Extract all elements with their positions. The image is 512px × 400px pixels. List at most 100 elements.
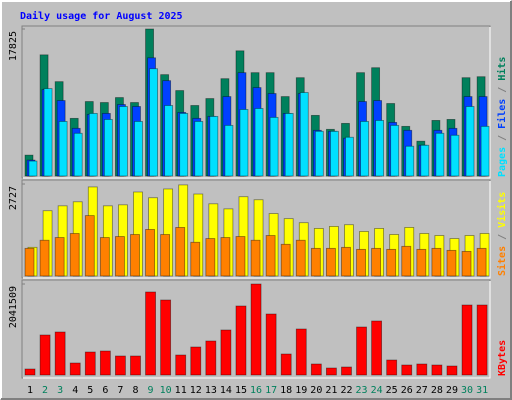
bar <box>84 351 96 376</box>
bar <box>390 124 400 177</box>
bar <box>130 234 140 277</box>
bar <box>145 291 156 376</box>
bar <box>39 239 50 277</box>
x-tick-label: 20 <box>310 385 322 396</box>
bar <box>371 320 383 376</box>
bar <box>115 236 125 277</box>
bar <box>239 109 249 177</box>
x-tick-label: 30 <box>461 385 473 396</box>
bar <box>69 233 80 277</box>
bar <box>299 92 309 177</box>
bar <box>54 237 65 277</box>
bar <box>450 134 460 177</box>
bar <box>265 313 277 376</box>
bar <box>39 334 51 376</box>
bar <box>24 368 36 376</box>
x-tick-label: 12 <box>190 385 202 396</box>
bar <box>99 237 110 277</box>
x-tick-label: 19 <box>295 385 307 396</box>
x-tick-label: 5 <box>87 385 93 396</box>
bar <box>356 326 367 376</box>
bar <box>43 88 53 177</box>
chart-title: Daily usage for August 2025 <box>20 10 183 22</box>
x-tick-label: 2 <box>42 385 48 396</box>
bar <box>416 248 427 277</box>
bar <box>115 355 126 376</box>
x-tick-label: 28 <box>431 385 443 396</box>
x-tick-label: 27 <box>416 385 428 396</box>
bar <box>220 329 232 376</box>
bar <box>103 119 113 177</box>
bar <box>314 130 324 177</box>
x-tick-label: 3 <box>57 385 63 396</box>
bar <box>435 132 445 177</box>
bar <box>24 247 35 277</box>
bar <box>269 116 279 177</box>
bar <box>254 108 264 177</box>
bar <box>416 363 428 376</box>
bar <box>224 124 234 177</box>
legend-entry: Files <box>496 99 508 129</box>
bar <box>420 144 430 177</box>
y-tick-label: 2727 <box>8 186 19 210</box>
bar <box>295 328 307 376</box>
bar <box>371 247 382 277</box>
bar <box>386 248 397 277</box>
bar <box>73 132 83 177</box>
bar <box>205 340 217 376</box>
x-tick-label: 9 <box>148 385 154 396</box>
legend-entry: Pages <box>497 147 508 177</box>
bar <box>54 331 66 376</box>
bar <box>250 283 262 376</box>
bar <box>175 227 186 277</box>
x-tick-label: 26 <box>401 385 413 396</box>
y-tick-label: 2041509 <box>8 286 19 328</box>
bar <box>405 145 415 177</box>
x-tick-label: 18 <box>280 385 292 396</box>
x-tick-label: 13 <box>205 385 217 396</box>
bar <box>149 68 158 177</box>
x-tick-label: 24 <box>371 385 383 396</box>
bar <box>28 160 38 177</box>
x-tick-label: 10 <box>160 385 172 396</box>
x-tick-label: 21 <box>325 385 337 396</box>
x-tick-label: 17 <box>265 385 277 396</box>
bar <box>160 299 172 376</box>
x-tick-label: 1 <box>27 385 33 396</box>
bar <box>325 247 336 277</box>
x-tick-label: 14 <box>220 385 232 396</box>
bar <box>235 305 247 376</box>
x-tick-label: 29 <box>446 385 458 396</box>
x-tick-label: 31 <box>476 385 488 396</box>
bar <box>179 113 189 177</box>
bar <box>284 113 294 177</box>
bar <box>164 105 174 177</box>
legend-entry: Sites <box>496 246 508 276</box>
bar <box>310 363 322 376</box>
bar <box>341 246 351 277</box>
x-tick-label: 4 <box>72 385 78 396</box>
bar <box>250 239 261 277</box>
bar <box>205 238 216 277</box>
bar <box>446 249 457 277</box>
bar <box>465 106 475 177</box>
bar <box>461 304 473 376</box>
bar <box>280 243 291 277</box>
bar <box>329 130 339 177</box>
bar <box>341 366 352 376</box>
bar <box>345 136 354 177</box>
bar <box>130 355 141 376</box>
y-tick-label: 17825 <box>8 31 19 61</box>
bar <box>431 364 443 376</box>
bar <box>175 354 187 376</box>
bar <box>194 121 204 177</box>
bar <box>280 353 292 376</box>
bar <box>401 245 412 277</box>
bar <box>145 229 155 277</box>
bar <box>480 125 490 177</box>
bar <box>295 239 306 277</box>
